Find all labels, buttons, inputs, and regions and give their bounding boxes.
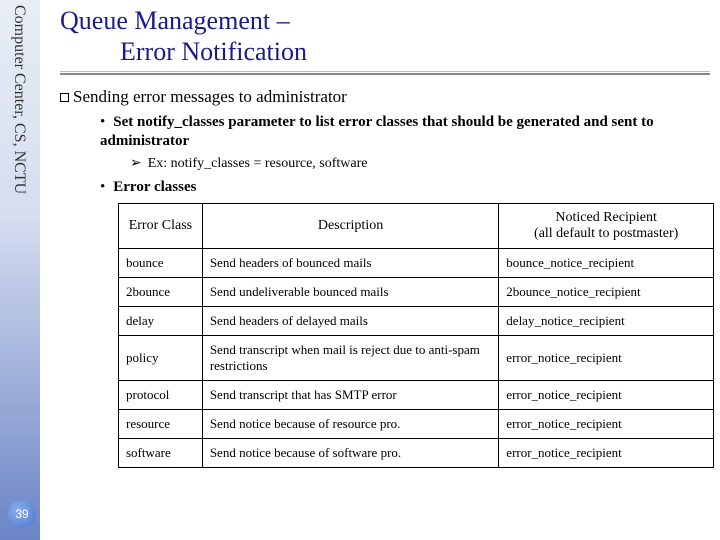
table-row: bounce Send headers of bounced mails bou… <box>119 248 714 277</box>
dot-bullet-icon: • <box>100 114 113 130</box>
cell-desc: Send headers of delayed mails <box>202 306 498 335</box>
error-classes-table: Error Class Description Noticed Recipien… <box>118 203 714 468</box>
cell-recipient: error_notice_recipient <box>499 335 714 380</box>
table-row: software Send notice because of software… <box>119 438 714 467</box>
example-text: Ex: notify_classes = resource, software <box>148 156 368 171</box>
header-error-class: Error Class <box>119 203 203 248</box>
table-row: resource Send notice because of resource… <box>119 409 714 438</box>
arrow-bullet-icon: ➢ <box>130 156 148 171</box>
table-row: protocol Send transcript that has SMTP e… <box>119 380 714 409</box>
cell-desc: Send transcript when mail is reject due … <box>202 335 498 380</box>
bullet-item-1: •Set notify_classes parameter to list er… <box>60 113 710 151</box>
section-text: Sending error messages to administrator <box>73 87 347 106</box>
bullet-item-2: •Error classes <box>60 178 710 197</box>
cell-recipient: error_notice_recipient <box>499 438 714 467</box>
table-row: delay Send headers of delayed mails dela… <box>119 306 714 335</box>
slide-content: Queue Management – Error Notification Se… <box>60 5 710 468</box>
example-line: ➢Ex: notify_classes = resource, software <box>60 155 710 172</box>
table-header-row: Error Class Description Noticed Recipien… <box>119 203 714 248</box>
title-line1: Queue Management – <box>60 6 290 35</box>
cell-desc: Send transcript that has SMTP error <box>202 380 498 409</box>
square-bullet-icon <box>60 93 69 102</box>
cell-recipient: error_notice_recipient <box>499 409 714 438</box>
cell-class: resource <box>119 409 203 438</box>
cell-class: delay <box>119 306 203 335</box>
cell-class: policy <box>119 335 203 380</box>
cell-class: protocol <box>119 380 203 409</box>
header-recipient: Noticed Recipient (all default to postma… <box>499 203 714 248</box>
section-heading: Sending error messages to administrator <box>60 87 710 107</box>
header-description: Description <box>202 203 498 248</box>
cell-desc: Send undeliverable bounced mails <box>202 277 498 306</box>
cell-class: software <box>119 438 203 467</box>
cell-class: bounce <box>119 248 203 277</box>
bullet2-text: Error classes <box>113 179 196 195</box>
page-number-badge: 39 <box>8 500 36 528</box>
table-row: 2bounce Send undeliverable bounced mails… <box>119 277 714 306</box>
cell-recipient: bounce_notice_recipient <box>499 248 714 277</box>
cell-recipient: 2bounce_notice_recipient <box>499 277 714 306</box>
slide-title: Queue Management – Error Notification <box>60 5 710 67</box>
title-line2: Error Notification <box>60 36 710 67</box>
sidebar-label: Computer Center, CS, NCTU <box>10 5 28 194</box>
dot-bullet-icon: • <box>100 179 113 195</box>
cell-recipient: error_notice_recipient <box>499 380 714 409</box>
cell-desc: Send headers of bounced mails <box>202 248 498 277</box>
cell-desc: Send notice because of resource pro. <box>202 409 498 438</box>
bullet1-text: Set notify_classes parameter to list err… <box>100 114 654 149</box>
cell-desc: Send notice because of software pro. <box>202 438 498 467</box>
title-underline <box>60 71 710 75</box>
cell-class: 2bounce <box>119 277 203 306</box>
table-row: policy Send transcript when mail is reje… <box>119 335 714 380</box>
cell-recipient: delay_notice_recipient <box>499 306 714 335</box>
sidebar: Computer Center, CS, NCTU <box>0 0 40 540</box>
